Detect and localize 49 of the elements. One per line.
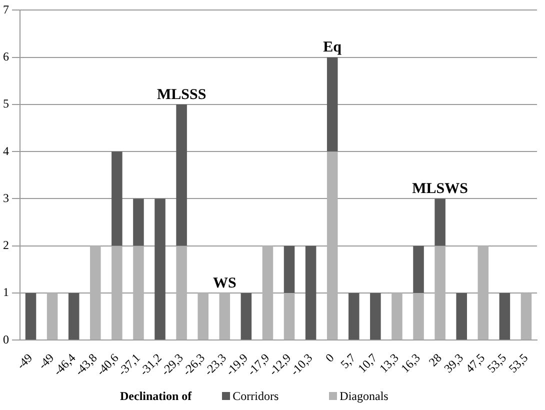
annotation: MLSSS bbox=[156, 86, 206, 103]
bar bbox=[284, 246, 295, 294]
bar bbox=[284, 293, 295, 340]
bar bbox=[305, 246, 316, 340]
x-axis-title: Declination of bbox=[120, 388, 192, 404]
bar bbox=[154, 198, 166, 340]
bar bbox=[198, 293, 208, 340]
bar bbox=[46, 293, 58, 340]
bar bbox=[262, 246, 274, 340]
legend-label: Corridors bbox=[232, 388, 279, 404]
bar bbox=[25, 293, 36, 340]
y-tick-label: 1 bbox=[3, 285, 9, 300]
bar bbox=[520, 293, 532, 340]
bar bbox=[434, 246, 446, 340]
x-tick-label: -49 bbox=[14, 350, 36, 372]
bar bbox=[456, 293, 467, 340]
bar bbox=[112, 246, 122, 340]
bar bbox=[240, 293, 252, 340]
bar bbox=[176, 104, 187, 246]
bar bbox=[413, 293, 424, 340]
bar bbox=[68, 293, 80, 340]
bar bbox=[326, 152, 338, 340]
bar bbox=[326, 57, 338, 152]
y-tick-label: 7 bbox=[3, 2, 9, 16]
bar bbox=[370, 293, 381, 340]
bar bbox=[112, 152, 122, 246]
y-tick-label: 4 bbox=[3, 144, 9, 158]
bar bbox=[478, 246, 489, 340]
bar bbox=[434, 198, 446, 246]
y-tick-label: 5 bbox=[3, 96, 9, 111]
annotation: Eq bbox=[323, 40, 342, 56]
bar bbox=[133, 198, 144, 246]
x-tick-label: -49 bbox=[35, 350, 57, 372]
y-tick-label: 2 bbox=[3, 238, 9, 252]
bar bbox=[219, 293, 230, 340]
bar bbox=[348, 293, 360, 340]
bar bbox=[176, 246, 187, 340]
bar bbox=[413, 246, 424, 294]
x-tick-label: 0 bbox=[322, 350, 337, 365]
y-tick-label: 6 bbox=[3, 49, 9, 64]
y-tick-label: 3 bbox=[3, 190, 9, 205]
bar bbox=[499, 293, 510, 340]
bar bbox=[90, 246, 101, 340]
bar bbox=[133, 246, 144, 340]
annotation: MLSWS bbox=[412, 181, 468, 198]
y-tick-label: 0 bbox=[3, 332, 9, 346]
legend-label: Diagonals bbox=[340, 388, 388, 404]
bar bbox=[392, 293, 402, 340]
annotation: WS bbox=[212, 275, 236, 292]
